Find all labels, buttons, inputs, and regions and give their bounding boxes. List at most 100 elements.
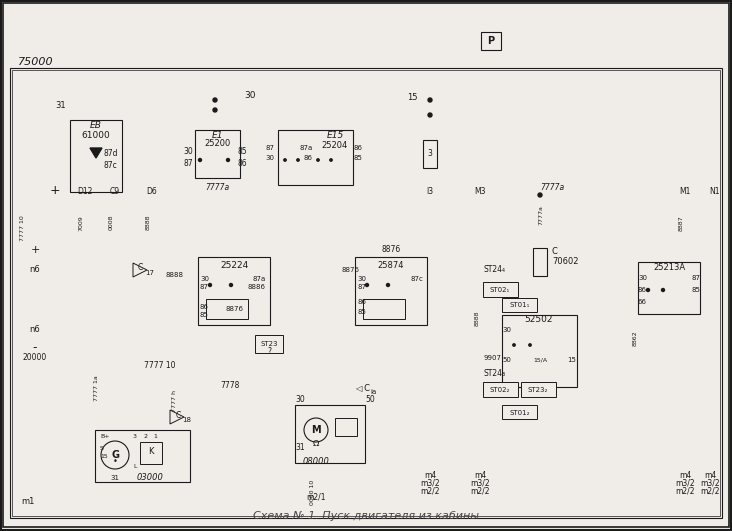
Circle shape [226,158,230,161]
Text: m2/1: m2/1 [306,492,326,501]
Text: Ω: Ω [313,440,319,449]
Text: 87: 87 [184,158,193,167]
Text: m3/2: m3/2 [675,478,695,487]
Circle shape [209,284,212,287]
Text: 86: 86 [638,287,647,293]
Text: 8876: 8876 [381,244,400,253]
Text: 87: 87 [200,284,209,290]
Text: C: C [552,247,558,256]
Bar [483,282,518,297]
Text: •: • [113,458,117,467]
Text: 86: 86 [237,158,247,167]
Text: 31: 31 [55,101,66,110]
Circle shape [513,344,515,346]
Bar [295,405,365,463]
Text: m4: m4 [679,470,691,479]
Text: 30: 30 [357,276,366,282]
Circle shape [365,284,368,287]
Text: 87a: 87a [253,276,266,282]
Text: 2: 2 [143,434,147,440]
Text: E15: E15 [326,132,343,141]
Text: 0008: 0008 [108,215,113,230]
Text: m4: m4 [704,470,716,479]
Text: 30: 30 [295,396,305,405]
Circle shape [213,108,217,112]
Text: 52502: 52502 [525,315,553,324]
Text: 66: 66 [638,299,647,305]
Text: 17: 17 [145,270,154,276]
Text: C9: C9 [110,186,120,195]
Polygon shape [90,148,102,158]
Text: L: L [133,464,137,468]
Text: 30: 30 [200,276,209,282]
Text: 9907: 9907 [483,355,501,361]
Text: 7777а: 7777а [539,205,543,225]
Text: 87: 87 [265,145,274,151]
Text: I3: I3 [427,186,433,195]
Text: 25204: 25204 [322,141,348,150]
Bar [483,382,518,397]
Text: m2/2: m2/2 [701,486,720,495]
Text: 85: 85 [691,287,700,293]
Circle shape [646,288,649,292]
Text: 7009: 7009 [78,215,83,231]
Text: -: - [33,341,37,355]
Text: 25224: 25224 [220,261,248,270]
Text: 7777 10: 7777 10 [144,361,176,370]
Text: 8887: 8887 [679,215,684,230]
Bar [502,298,537,312]
Text: 7777a: 7777a [540,184,564,193]
Circle shape [330,159,332,161]
Bar [638,262,700,314]
Text: 7778: 7778 [220,381,239,390]
Bar [206,299,248,319]
Bar [533,248,547,276]
Text: M1: M1 [679,186,691,195]
Text: P: P [488,36,495,46]
Text: m3/2: m3/2 [420,478,440,487]
Text: 86: 86 [304,155,313,161]
Bar [195,130,240,178]
Text: 50: 50 [502,357,511,363]
Text: 87d: 87d [104,149,119,158]
Text: 70602: 70602 [552,258,578,267]
Bar [140,442,162,464]
Polygon shape [133,263,147,277]
Text: m4: m4 [424,470,436,479]
Text: 1: 1 [153,434,157,440]
Bar [502,315,577,387]
Bar [502,405,537,419]
Circle shape [296,159,299,161]
Text: 08000: 08000 [302,458,329,467]
Text: 87: 87 [357,284,366,290]
Text: 31: 31 [111,475,119,481]
Text: 61000: 61000 [82,132,111,141]
Bar [363,299,405,319]
Text: 85: 85 [237,147,247,156]
Text: 50: 50 [365,396,375,405]
Circle shape [529,344,531,346]
Text: S: S [100,446,104,450]
Bar [355,257,427,325]
Bar [335,418,357,436]
Text: Схема № 1. Пуск двигателя из кабины: Схема № 1. Пуск двигателя из кабины [253,511,479,521]
Text: 8888: 8888 [166,272,184,278]
Text: M3: M3 [474,186,486,195]
Text: m3/2: m3/2 [701,478,720,487]
Text: 8862: 8862 [632,330,638,346]
Text: M: M [311,425,321,435]
Bar [423,140,437,168]
Text: ST02₂: ST02₂ [490,387,510,393]
Bar [198,257,270,325]
Text: ◁ C: ◁ C [355,383,370,392]
Text: 85: 85 [200,312,209,318]
Text: 8876: 8876 [341,267,359,273]
Text: 03000: 03000 [137,474,163,483]
Text: ST01₁: ST01₁ [509,302,530,308]
Circle shape [317,159,319,161]
Text: 87c: 87c [104,160,118,169]
Text: 18: 18 [182,417,191,423]
Text: 85: 85 [353,155,362,161]
Circle shape [662,288,665,292]
Text: 3: 3 [427,150,433,158]
